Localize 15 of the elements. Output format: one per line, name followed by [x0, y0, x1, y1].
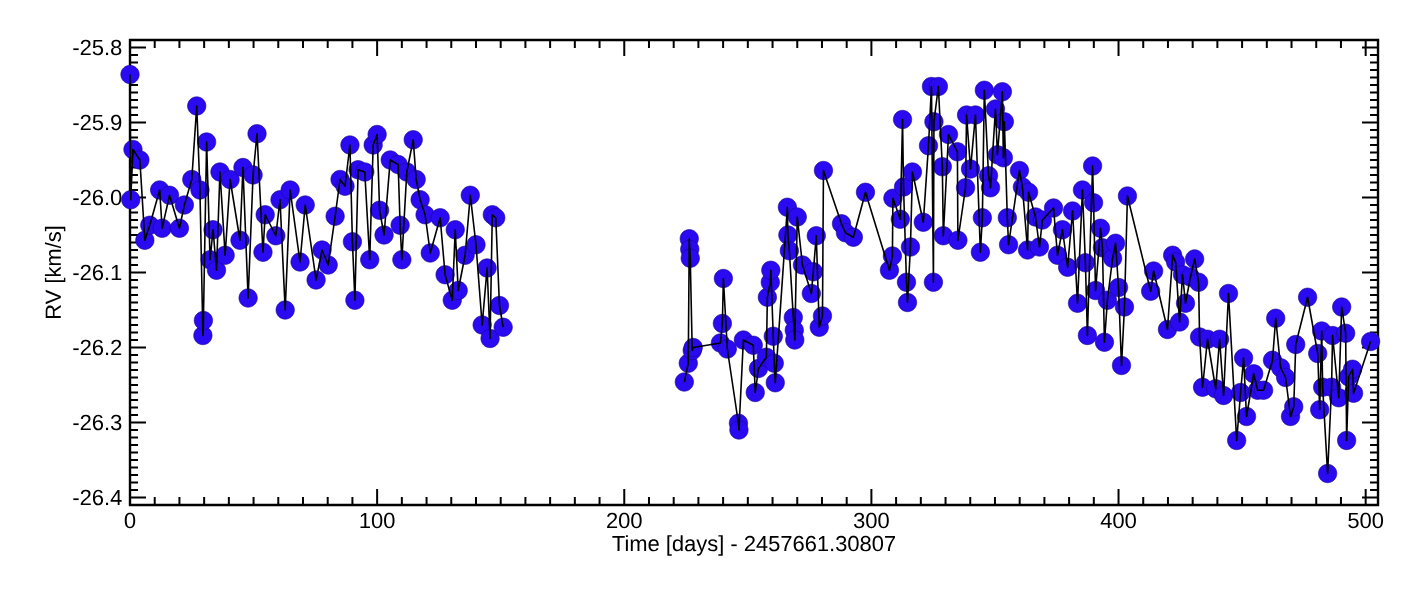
- y-axis-title: RV [km/s]: [44, 226, 66, 318]
- x-tick-label: 200: [607, 512, 642, 529]
- y-tick-label: -26.3: [73, 414, 122, 431]
- x-axis-title: Time [days] - 2457661.30807: [612, 535, 896, 556]
- y-tick-label: -26.4: [73, 489, 122, 506]
- x-tick-label: 0: [124, 512, 136, 529]
- y-tick-label: -26.0: [73, 189, 122, 206]
- y-tick-label: -25.8: [73, 39, 122, 56]
- x-tick-label: 300: [853, 512, 889, 529]
- x-tick-label: 500: [1348, 512, 1384, 529]
- x-tick-label: 100: [360, 512, 395, 529]
- y-tick-label: -26.2: [73, 339, 122, 356]
- y-tick-label: -26.1: [73, 264, 122, 281]
- x-tick-label: 400: [1100, 512, 1136, 529]
- y-tick-label: -25.9: [73, 114, 122, 131]
